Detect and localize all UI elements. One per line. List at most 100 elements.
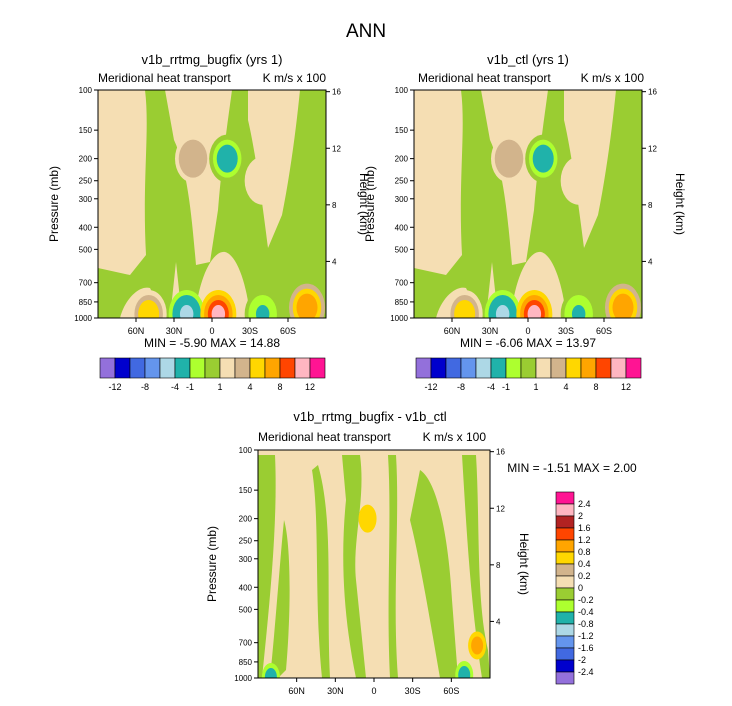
colorbar-swatch [555, 515, 575, 529]
colorbar-swatch [505, 357, 522, 379]
x-tick-label: 0 [525, 326, 530, 336]
colorbar: -12 -8 -4 -1 1 4 8 12 [415, 357, 642, 392]
panel-subtitle-left: Meridional heat transport [98, 71, 231, 85]
colorbar-swatch [219, 357, 236, 379]
colorbar-swatch [99, 357, 116, 379]
min-max-stats: MIN = -6.06 MAX = 13.97 [460, 336, 596, 350]
colorbar-swatch [309, 357, 326, 379]
colorbar-swatch [415, 357, 432, 379]
y-right-tick-label: 4 [496, 617, 501, 626]
colorbar-swatch [555, 575, 575, 589]
x-tick-label: 30S [405, 686, 421, 696]
y-axis-label: Pressure (mb) [205, 526, 219, 602]
contour-level [536, 149, 550, 168]
y-tick-label: 300 [395, 195, 409, 204]
panel-difference: v1b_rrtmg_bugfix - v1b_ctl Meridional he… [205, 409, 637, 696]
colorbar-swatch [144, 357, 161, 379]
y-right-tick-label: 16 [496, 448, 505, 457]
colorbar-swatch [294, 357, 311, 379]
colorbar-swatch [555, 647, 575, 661]
y-right-tick-label: 12 [496, 504, 505, 513]
y-tick-label: 700 [79, 279, 93, 288]
min-max-stats: MIN = -5.90 MAX = 14.88 [144, 336, 280, 350]
contour-level [502, 149, 516, 168]
contour-level [458, 665, 471, 678]
y-tick-label: 150 [79, 126, 93, 135]
colorbar-label: 2.4 [578, 499, 591, 509]
colorbar-swatch [555, 635, 575, 649]
y-right-tick-label: 4 [648, 257, 653, 266]
field-region-zero-to-negative [388, 455, 398, 678]
field-region-neutral [414, 90, 463, 275]
colorbar-label: 2 [578, 511, 583, 521]
colorbar-label: 0 [578, 583, 583, 593]
contour-level [264, 668, 277, 678]
colorbar-label: 1 [533, 382, 538, 392]
field-plot [258, 450, 490, 678]
y-axis-label-right: Height (km) [357, 173, 371, 235]
y-tick-label: 400 [395, 223, 409, 232]
x-tick-label: 60S [280, 326, 296, 336]
contour-level [457, 304, 472, 318]
x-tick-label: 30N [166, 326, 183, 336]
contour-level [255, 304, 270, 318]
contour-level [361, 509, 374, 528]
colorbar-label: 8 [593, 382, 598, 392]
y-tick-label: 850 [239, 658, 253, 667]
y-right-tick-label: 12 [648, 144, 657, 153]
y-tick-label: 700 [239, 639, 253, 648]
contour-level [255, 171, 270, 190]
y-tick-label: 300 [239, 555, 253, 564]
colorbar-swatch [555, 623, 575, 637]
panel-subtitle-right: K m/s x 100 [423, 430, 487, 444]
colorbar-label: -4 [171, 382, 179, 392]
colorbar-swatch [129, 357, 146, 379]
contour-level [211, 304, 226, 318]
colorbar-swatch [204, 357, 221, 379]
y-tick-label: 100 [395, 86, 409, 95]
colorbar-swatch [565, 357, 582, 379]
colorbar-swatch [555, 611, 575, 625]
y-right-tick-label: 8 [648, 201, 653, 210]
colorbar-swatch [279, 357, 296, 379]
colorbar: -12 -8 -4 -1 1 4 8 12 [99, 357, 326, 392]
colorbar-vertical: 2.4 2 1.6 1.2 0.8 0.4 0.2 0 -0.2 -0.4 -0.8 -1.2 -1.6… [555, 491, 594, 685]
y-tick-label: 100 [239, 446, 253, 455]
panel-subtitle-left: Meridional heat transport [258, 430, 391, 444]
colorbar-swatch [555, 539, 575, 553]
y-tick-label: 500 [395, 245, 409, 254]
x-tick-label: 30N [327, 686, 344, 696]
axis-ticks: 100 150 200 250 300 400 500 700 850 1000 16 12 8 4 60N… [74, 86, 341, 336]
field-features [261, 504, 487, 678]
field-features [130, 134, 325, 318]
y-tick-label: 850 [79, 298, 93, 307]
y-tick-label: 1000 [390, 314, 408, 323]
y-tick-label: 1000 [74, 314, 92, 323]
colorbar-swatch [555, 491, 575, 505]
y-tick-label: 250 [239, 537, 253, 546]
contour-level [571, 171, 586, 190]
field-region-zero-to-negative [462, 455, 490, 678]
x-tick-label: 60S [596, 326, 612, 336]
y-tick-label: 400 [239, 583, 253, 592]
colorbar-swatch [555, 587, 575, 601]
colorbar-label: 1.6 [578, 523, 591, 533]
panel-title: v1b_rrtmg_bugfix - v1b_ctl [293, 409, 446, 424]
colorbar-swatch [189, 357, 206, 379]
y-tick-label: 150 [395, 126, 409, 135]
colorbar-swatch [460, 357, 477, 379]
y-tick-label: 200 [79, 155, 93, 164]
x-tick-label: 60N [444, 326, 461, 336]
colorbar-swatch [555, 671, 575, 685]
y-axis-label: Pressure (mb) [47, 166, 61, 242]
colorbar-label: -0.4 [578, 607, 594, 617]
colorbar-swatch [264, 357, 281, 379]
figure-title: ANN [346, 21, 386, 42]
contour-level [186, 149, 200, 168]
contour-level [616, 298, 630, 317]
colorbar-swatch [445, 357, 462, 379]
contour-level [179, 304, 194, 318]
colorbar-label: 12 [621, 382, 631, 392]
colorbar-label: -0.2 [578, 595, 594, 605]
